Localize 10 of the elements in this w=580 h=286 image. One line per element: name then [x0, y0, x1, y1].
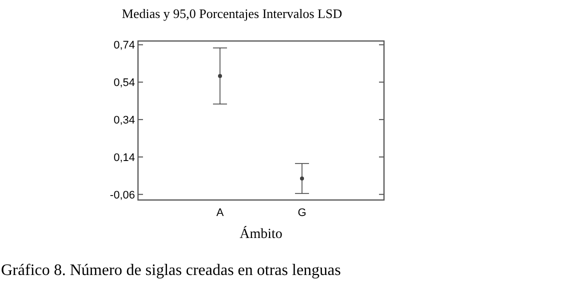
chart-title: Medias y 95,0 Porcentajes Intervalos LSD	[122, 6, 342, 21]
y-tick-label: -0,06	[110, 189, 135, 202]
x-tick-label: A	[216, 207, 224, 219]
x-tick-label: G	[298, 207, 306, 219]
y-tick-label: 0,34	[114, 114, 135, 127]
text: Gráfico 8. Número de siglas creadas en otras lenguas	[1, 262, 341, 279]
y-tick-label: 0,74	[114, 40, 135, 52]
x-axis-title: Ámbito	[240, 225, 282, 242]
y-tick-label: 0,54	[114, 77, 135, 90]
y-tick-label: 0,14	[114, 152, 135, 164]
